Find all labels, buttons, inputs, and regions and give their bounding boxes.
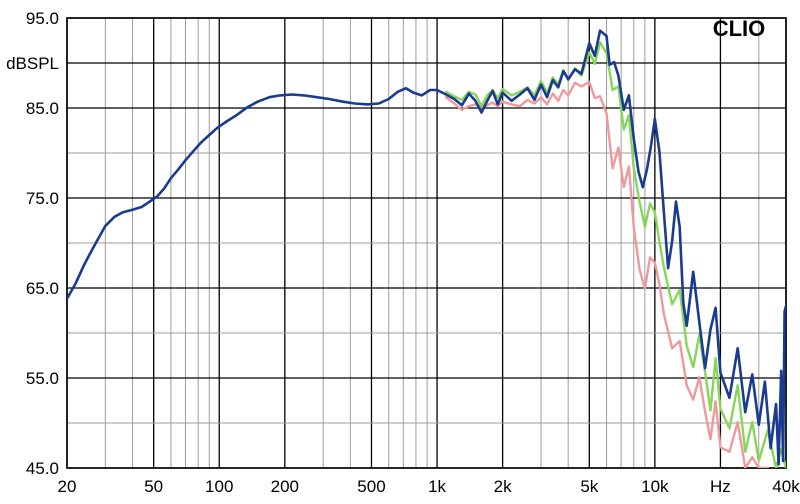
y-tick-label: dBSPL xyxy=(6,54,59,73)
x-tick-label: 50 xyxy=(144,477,163,496)
y-tick-label: 95.0 xyxy=(26,9,59,28)
brand-label: CLIO xyxy=(713,16,766,41)
x-tick-label: 500 xyxy=(357,477,385,496)
x-tick-label: 100 xyxy=(205,477,233,496)
y-tick-label: 45.0 xyxy=(26,459,59,478)
x-tick-label: 2k xyxy=(494,477,512,496)
y-tick-label: 55.0 xyxy=(26,369,59,388)
x-tick-label: 5k xyxy=(580,477,598,496)
y-tick-label: 85.0 xyxy=(26,99,59,118)
y-tick-label: 65.0 xyxy=(26,279,59,298)
x-tick-label: 10k xyxy=(641,477,669,496)
x-tick-label: Hz xyxy=(710,477,731,496)
x-tick-label: 40k xyxy=(772,477,800,496)
x-tick-label: 1k xyxy=(428,477,446,496)
frequency-response-chart: 20 50 100 200 500 1k 2k 5k 10k Hz 40k 95.0 dBSPL 85.0… xyxy=(0,0,800,504)
x-tick-label: 200 xyxy=(271,477,299,496)
y-tick-label: 75.0 xyxy=(26,189,59,208)
x-tick-label: 20 xyxy=(58,477,77,496)
